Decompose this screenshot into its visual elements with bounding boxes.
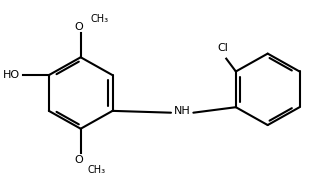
Text: CH₃: CH₃ — [87, 165, 105, 175]
Text: HO: HO — [3, 70, 20, 80]
Text: O: O — [75, 22, 84, 32]
Text: Cl: Cl — [218, 43, 228, 53]
Text: CH₃: CH₃ — [90, 14, 109, 24]
Text: NH: NH — [174, 106, 190, 116]
Text: O: O — [75, 155, 84, 165]
